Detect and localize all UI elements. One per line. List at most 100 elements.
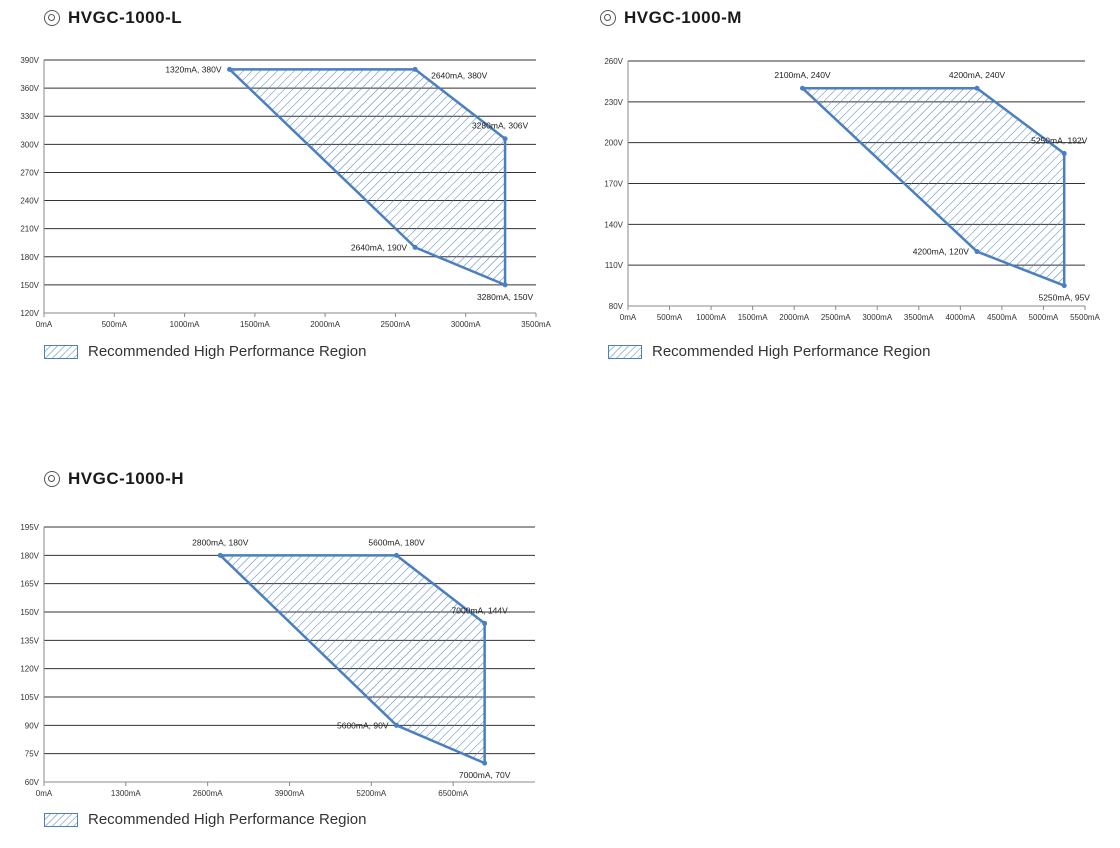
x-tick-label: 500mA [102, 320, 128, 329]
performance-region [801, 86, 1066, 287]
chart-m: 80V 110V 140V 170V 200V 230V 260V 0mA 500mA 1000m… [604, 57, 1100, 322]
data-point [412, 244, 418, 250]
x-tick-label: 2500mA [381, 320, 411, 329]
data-label: 7000mA, 70V [459, 770, 511, 780]
x-tick-label: 3500mA [521, 320, 551, 329]
y-tick-label: 390V [20, 56, 39, 65]
x-tick-label: 500mA [657, 313, 683, 322]
y-tick-label: 120V [20, 309, 39, 318]
data-point [482, 760, 488, 766]
data-point [412, 66, 418, 72]
hatch-swatch-icon [44, 344, 78, 359]
y-tick-label: 260V [604, 57, 623, 66]
chart-h: 60V 75V 90V 105V 120V 135V 150V 165V 180V 195V 0mA… [20, 523, 535, 798]
hatch-swatch-icon [44, 812, 78, 827]
circle-bullet-icon [44, 10, 60, 26]
y-tick-label: 140V [604, 220, 623, 229]
data-label: 2640mA, 190V [351, 242, 408, 252]
data-point [394, 722, 400, 728]
data-label: 2100mA, 240V [774, 70, 831, 80]
chart-title-text-l: HVGC-1000-L [68, 8, 183, 27]
x-tick-label: 3900mA [275, 789, 305, 798]
y-tick-label: 210V [20, 225, 39, 234]
y-tick-label: 150V [20, 281, 39, 290]
y-tick-label: 300V [20, 140, 39, 149]
data-label: 5250mA, 192V [1031, 136, 1088, 146]
data-label: 7000mA, 144V [452, 605, 509, 615]
data-label: 3280mA, 150V [477, 292, 534, 302]
x-tick-label: 1500mA [738, 313, 768, 322]
x-tick-label: 4500mA [987, 313, 1017, 322]
chart-title-text-h: HVGC-1000-H [68, 469, 185, 488]
y-tick-label: 105V [20, 693, 39, 702]
performance-region [228, 68, 507, 287]
x-tick-label: 0mA [36, 320, 53, 329]
y-tick-label: 330V [20, 112, 39, 121]
x-tick-label: 5500mA [1070, 313, 1100, 322]
y-tick-label: 80V [609, 302, 624, 311]
x-tick-label: 5200mA [356, 789, 386, 798]
chart-l: 120V 150V 180V 210V 240V 270V 300V 330V 360V 390V… [20, 56, 551, 329]
data-label: 4200mA, 240V [949, 70, 1006, 80]
data-label: 2640mA, 380V [431, 70, 488, 80]
x-tick-label: 6500mA [438, 789, 468, 798]
x-tick-label: 2500mA [821, 313, 851, 322]
y-tick-label: 60V [25, 778, 40, 787]
x-tick-label: 3000mA [451, 320, 481, 329]
hatch-swatch-icon [608, 344, 642, 359]
x-tick-label: 2600mA [193, 789, 223, 798]
x-tick-label: 1000mA [696, 313, 726, 322]
x-tick-label: 2000mA [310, 320, 340, 329]
x-tick-label: 1000mA [170, 320, 200, 329]
y-tick-label: 110V [605, 261, 624, 270]
x-tick-label: 3000mA [862, 313, 892, 322]
chart-title-text-m: HVGC-1000-M [624, 8, 742, 27]
y-tick-label: 75V [25, 750, 40, 759]
y-tick-label: 240V [20, 197, 39, 206]
chart-title-h: HVGC-1000-H [44, 469, 184, 489]
chart-title-l: HVGC-1000-L [44, 8, 182, 28]
x-tick-label: 3500mA [904, 313, 934, 322]
y-tick-label: 165V [20, 580, 39, 589]
data-point [799, 85, 805, 91]
y-tick-label: 150V [20, 608, 39, 617]
data-point [1061, 283, 1067, 289]
data-point [502, 282, 508, 288]
data-point [394, 552, 400, 558]
x-tick-label: 1500mA [240, 320, 270, 329]
data-label: 3280mA, 306V [472, 121, 529, 131]
legend-label: Recommended High Performance Region [88, 811, 367, 828]
y-tick-label: 360V [20, 84, 39, 93]
performance-region [219, 554, 486, 765]
x-tick-label: 1300mA [111, 789, 141, 798]
y-tick-label: 90V [25, 721, 40, 730]
legend-label: Recommended High Performance Region [652, 343, 931, 360]
y-tick-label: 270V [20, 168, 39, 177]
circle-bullet-icon [44, 471, 60, 487]
legend-label: Recommended High Performance Region [88, 343, 367, 360]
y-tick-label: 180V [20, 253, 39, 262]
data-label: 4200mA, 120V [913, 247, 970, 257]
y-tick-label: 180V [20, 551, 39, 560]
x-tick-label: 2000mA [779, 313, 809, 322]
x-tick-label: 5000mA [1029, 313, 1059, 322]
data-label: 5600mA, 180V [368, 537, 425, 547]
data-label: 1320mA, 380V [165, 64, 222, 74]
data-label: 2800mA, 180V [192, 537, 249, 547]
data-point [227, 66, 233, 72]
legend-m: Recommended High Performance Region [608, 343, 930, 360]
y-tick-label: 170V [604, 180, 623, 189]
y-tick-label: 135V [20, 636, 39, 645]
legend-h: Recommended High Performance Region [44, 811, 366, 828]
y-tick-label: 230V [604, 98, 623, 107]
x-tick-label: 0mA [36, 789, 53, 798]
legend-l: Recommended High Performance Region [44, 343, 366, 360]
data-point [217, 552, 223, 558]
chart-title-m: HVGC-1000-M [600, 8, 742, 28]
data-point [1061, 151, 1067, 157]
data-label: 5600mA, 90V [337, 720, 389, 730]
data-point [482, 620, 488, 626]
circle-bullet-icon [600, 10, 616, 26]
y-tick-label: 200V [604, 139, 623, 148]
y-tick-label: 195V [20, 523, 39, 532]
